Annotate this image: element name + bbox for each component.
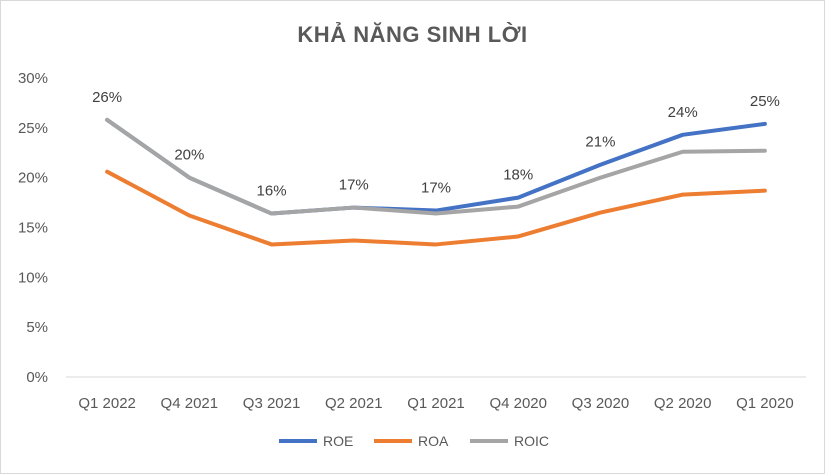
x-tick-label: Q4 2021 xyxy=(161,395,219,412)
data-label: 21% xyxy=(585,134,615,151)
data-label: 17% xyxy=(339,177,369,194)
x-tick-label: Q1 2020 xyxy=(736,395,794,412)
data-label: 18% xyxy=(503,167,533,184)
x-tick-label: Q3 2021 xyxy=(243,395,301,412)
legend-label: ROE xyxy=(323,433,353,449)
chart-title: KHẢ NĂNG SINH LỜI xyxy=(297,22,528,47)
y-tick-label: 5% xyxy=(26,319,48,336)
legend-item-roe: ROE xyxy=(279,433,353,449)
series-line-roic xyxy=(105,117,767,216)
x-tick-label: Q2 2020 xyxy=(654,395,712,412)
y-tick-label: 30% xyxy=(18,70,48,87)
legend-label: ROA xyxy=(418,433,449,449)
y-tick-label: 10% xyxy=(18,269,48,286)
data-label: 26% xyxy=(92,89,122,106)
data-label: 20% xyxy=(174,147,204,164)
legend-item-roa: ROA xyxy=(374,433,449,449)
legend-label: ROIC xyxy=(514,433,549,449)
legend-item-roic: ROIC xyxy=(470,433,549,449)
x-tick-label: Q1 2022 xyxy=(78,395,136,412)
data-label: 17% xyxy=(421,180,451,197)
y-tick-label: 15% xyxy=(18,220,48,237)
x-tick-label: Q1 2021 xyxy=(407,395,465,412)
y-tick-label: 20% xyxy=(18,170,48,187)
data-label: 25% xyxy=(750,93,780,110)
series-line-roa xyxy=(105,169,767,247)
data-label: 16% xyxy=(257,183,287,200)
x-tick-label: Q3 2020 xyxy=(572,395,630,412)
y-tick-label: 0% xyxy=(26,369,48,386)
x-tick-label: Q4 2020 xyxy=(489,395,547,412)
x-tick-label: Q2 2021 xyxy=(325,395,383,412)
y-tick-label: 25% xyxy=(18,120,48,137)
data-label: 24% xyxy=(668,104,698,121)
